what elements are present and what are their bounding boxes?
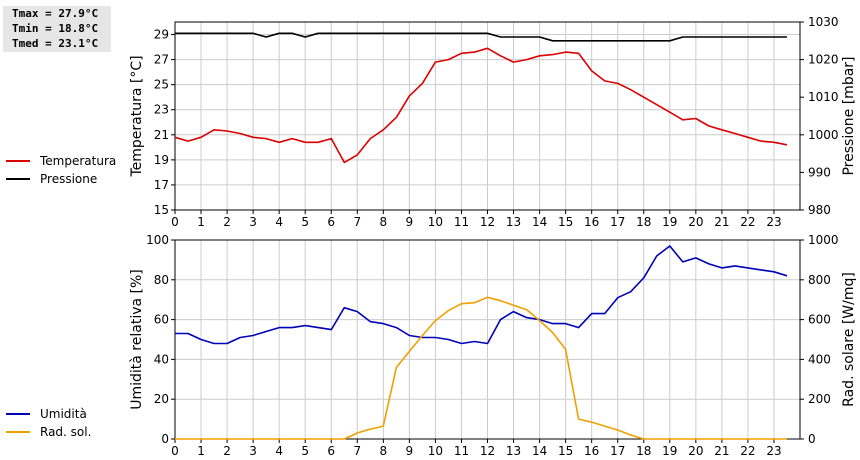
y-right-tick-label: 1030: [808, 15, 839, 29]
plot-frame: [174, 239, 801, 440]
legend-label: Temperatura: [39, 154, 116, 168]
legend-label: Rad. sol.: [40, 425, 91, 439]
y-right-tick-label: 1000: [808, 233, 839, 247]
y-right-axis-label: Rad. solare [W/mq]: [841, 272, 857, 407]
y-left-axis-label: Umidità relativa [%]: [129, 269, 145, 410]
x-tick-label: 13: [506, 215, 521, 229]
stat-tmax: Tmax = 27.9°C: [12, 7, 99, 20]
x-tick-label: 5: [301, 444, 309, 458]
x-tick-label: 9: [406, 444, 414, 458]
x-tick-label: 2: [223, 215, 231, 229]
y-right-tick-label: 200: [808, 392, 831, 406]
x-tick-label: 11: [454, 444, 469, 458]
x-tick-label: 20: [688, 444, 703, 458]
x-tick-label: 3: [249, 215, 257, 229]
x-tick-label: 14: [532, 215, 547, 229]
x-tick-label: 16: [584, 215, 599, 229]
x-tick-label: 13: [506, 444, 521, 458]
x-tick-label: 17: [610, 444, 625, 458]
x-tick-label: 16: [584, 444, 599, 458]
x-tick-label: 18: [636, 215, 651, 229]
y-left-tick-label: 15: [154, 203, 169, 217]
x-tick-label: 1: [197, 444, 205, 458]
stat-tmed: Tmed = 23.1°C: [12, 37, 99, 50]
x-tick-label: 6: [327, 444, 335, 458]
y-left-tick-label: 25: [154, 78, 169, 92]
x-tick-label: 14: [532, 444, 547, 458]
y-right-tick-label: 0: [808, 432, 816, 446]
x-tick-label: 22: [740, 215, 755, 229]
y-left-tick-label: 80: [154, 273, 169, 287]
x-tick-label: 19: [662, 215, 677, 229]
x-tick-label: 12: [480, 444, 495, 458]
y-left-tick-label: 29: [154, 28, 169, 42]
series-line-rad-sol: [175, 296, 787, 440]
stat-tmin: Tmin = 18.8°C: [12, 22, 99, 35]
y-right-axis-label: Pressione [mbar]: [841, 56, 857, 175]
x-tick-label: 3: [249, 444, 257, 458]
stats-box: Tmax = 27.9°C Tmin = 18.8°C Tmed = 23.1°…: [3, 6, 111, 52]
y-right-tick-label: 1000: [808, 128, 839, 142]
x-tick-label: 1: [197, 215, 205, 229]
y-left-tick-label: 21: [154, 128, 169, 142]
x-tick-label: 23: [766, 215, 781, 229]
x-tick-label: 10: [428, 215, 443, 229]
y-right-tick-label: 1010: [808, 90, 839, 104]
x-tick-label: 7: [353, 215, 361, 229]
x-tick-label: 5: [301, 215, 309, 229]
y-right-tick-label: 600: [808, 313, 831, 327]
x-tick-label: 20: [688, 215, 703, 229]
x-tick-label: 11: [454, 215, 469, 229]
y-right-tick-label: 800: [808, 273, 831, 287]
x-tick-label: 19: [662, 444, 677, 458]
y-right-tick-label: 400: [808, 352, 831, 366]
x-tick-label: 22: [740, 444, 755, 458]
x-tick-label: 4: [275, 444, 283, 458]
y-right-tick-label: 1020: [808, 53, 839, 67]
x-tick-label: 17: [610, 215, 625, 229]
x-tick-label: 15: [558, 215, 573, 229]
humidity-radiation-chart: 0 1 2 3 4 5 6 7 8 9 10 11 12 13 14 15 16 17 18 19 20 21 22 2302…: [6, 233, 857, 458]
x-tick-label: 10: [428, 444, 443, 458]
x-tick-label: 7: [353, 444, 361, 458]
x-tick-label: 8: [380, 444, 388, 458]
x-tick-label: 18: [636, 444, 651, 458]
series-line-pressione: [175, 32, 787, 42]
x-tick-label: 0: [171, 215, 179, 229]
y-left-tick-label: 19: [154, 153, 169, 167]
y-left-tick-label: 27: [154, 53, 169, 67]
x-tick-label: 23: [766, 444, 781, 458]
temperature-pressure-chart: 0 1 2 3 4 5 6 7 8 9 10 11 12 13 14 15 16 17 18 19 20 21 22 2315…: [6, 15, 857, 229]
y-left-tick-label: 60: [154, 313, 169, 327]
y-left-tick-label: 23: [154, 103, 169, 117]
y-right-tick-label: 990: [808, 165, 831, 179]
y-left-tick-label: 0: [161, 432, 169, 446]
y-left-tick-label: 100: [146, 233, 169, 247]
y-left-tick-label: 17: [154, 178, 169, 192]
x-tick-label: 15: [558, 444, 573, 458]
x-tick-label: 12: [480, 215, 495, 229]
legend-label: Umidità: [40, 407, 87, 421]
series-line-umidit: [175, 245, 788, 345]
x-tick-label: 9: [406, 215, 414, 229]
y-left-axis-label: Temperatura [°C]: [129, 55, 145, 177]
x-tick-label: 21: [714, 444, 729, 458]
y-right-tick-label: 980: [808, 203, 831, 217]
x-tick-label: 4: [275, 215, 283, 229]
y-left-tick-label: 20: [154, 392, 169, 406]
x-tick-label: 8: [380, 215, 388, 229]
plot-frame: [174, 21, 801, 211]
x-tick-label: 21: [714, 215, 729, 229]
y-left-tick-label: 40: [154, 352, 169, 366]
legend-label: Pressione: [40, 172, 97, 186]
series-line-temperatura: [174, 47, 788, 164]
x-tick-label: 2: [223, 444, 231, 458]
x-tick-label: 0: [171, 444, 179, 458]
x-tick-label: 6: [327, 215, 335, 229]
